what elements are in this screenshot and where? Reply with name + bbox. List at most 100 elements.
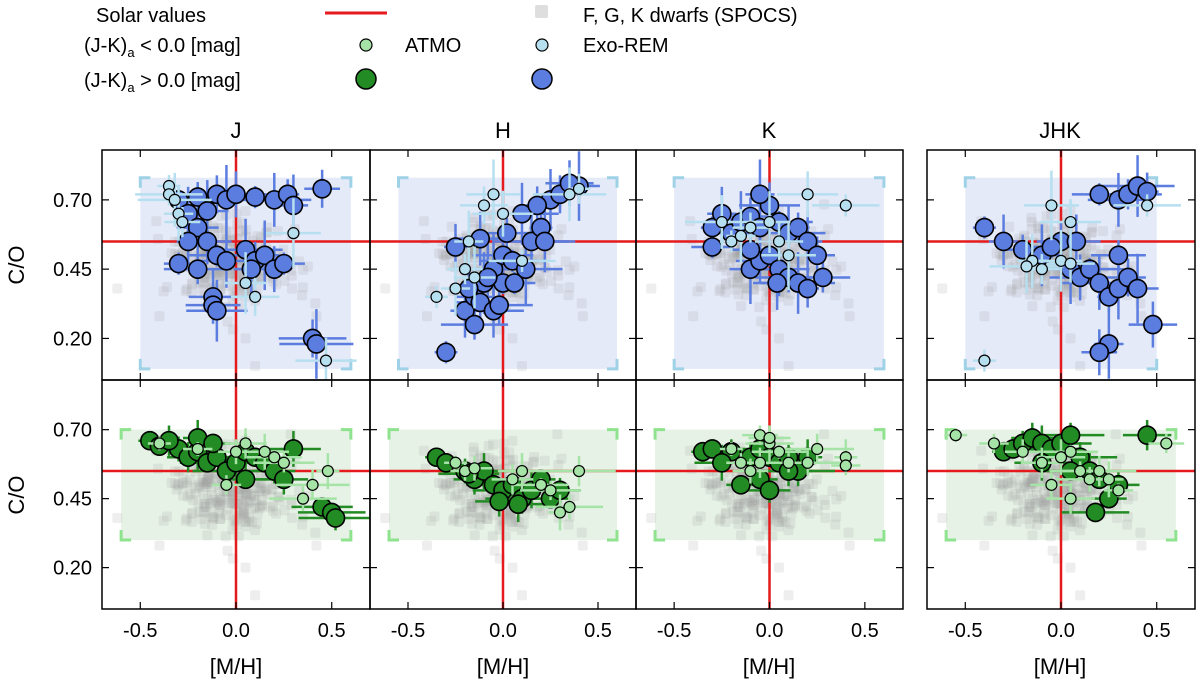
spocs-marker: [1065, 521, 1076, 532]
spocs-marker: [748, 513, 759, 524]
spocs-marker: [983, 515, 994, 526]
spocs-marker: [804, 478, 815, 489]
spocs-marker: [1003, 249, 1014, 260]
spocs-marker: [741, 494, 752, 505]
spocs-marker: [1040, 284, 1051, 295]
spocs-marker: [287, 283, 298, 294]
data-point-faint: [1064, 215, 1077, 229]
spocs-marker: [255, 232, 266, 243]
spocs-marker: [995, 478, 1006, 489]
spocs-marker: [151, 216, 162, 227]
spocs-marker: [216, 211, 227, 222]
spocs-marker: [789, 483, 800, 494]
spocs-marker: [158, 515, 169, 526]
spocs-marker: [724, 259, 735, 270]
spocs-marker: [1040, 513, 1051, 524]
spocs-marker: [1122, 519, 1133, 530]
spocs-marker: [728, 252, 739, 263]
spocs-marker: [1032, 290, 1043, 301]
region-corner-bracket: [138, 176, 151, 188]
spocs-marker: [937, 512, 948, 523]
spocs-marker: [732, 269, 743, 280]
data-point-bright: [702, 237, 723, 257]
spocs-marker: [256, 482, 267, 493]
spocs-marker: [203, 476, 214, 487]
spocs-marker: [1087, 222, 1098, 233]
spocs-marker: [244, 515, 255, 526]
spocs-marker: [207, 519, 218, 530]
legend-exorem-bright-marker: [531, 68, 553, 90]
spocs-marker: [976, 445, 987, 456]
spocs-marker: [1086, 240, 1097, 251]
spocs-marker: [811, 474, 822, 485]
data-point-faint: [839, 459, 852, 472]
spocs-marker: [736, 301, 747, 312]
panel-j-top: [102, 150, 370, 380]
spocs-marker: [1032, 519, 1043, 530]
spocs-marker: [112, 512, 123, 523]
spocs-marker: [772, 507, 783, 518]
spocs-marker: [646, 512, 657, 523]
spocs-marker: [734, 502, 745, 513]
spocs-marker: [1111, 230, 1122, 241]
spocs-marker: [154, 311, 165, 322]
spocs-marker: [508, 454, 519, 465]
spocs-marker: [831, 264, 842, 275]
spocs-marker: [1006, 284, 1017, 295]
spocs-marker: [1029, 508, 1040, 519]
spocs-marker: [452, 489, 463, 500]
spocs-marker: [718, 260, 729, 271]
spocs-marker: [511, 515, 522, 526]
data-point-bright: [197, 231, 218, 252]
spocs-marker: [1041, 211, 1052, 222]
spocs-marker: [553, 283, 564, 294]
data-point-bright: [274, 253, 294, 274]
spocs-marker: [237, 505, 248, 516]
spocs-marker: [556, 224, 567, 235]
spocs-marker: [205, 498, 216, 509]
data-point-bright: [226, 184, 246, 205]
spocs-marker: [483, 223, 494, 234]
data-point-faint: [462, 235, 475, 248]
spocs-marker: [539, 455, 550, 466]
spocs-marker: [716, 262, 727, 273]
data-point-faint: [725, 442, 738, 456]
spocs-marker: [788, 486, 799, 497]
spocs-marker: [241, 488, 252, 499]
spocs-marker: [721, 265, 732, 276]
data-point-faint: [1064, 445, 1077, 458]
spocs-marker: [250, 361, 261, 372]
data-point-faint: [1102, 473, 1115, 486]
spocs-marker: [181, 284, 192, 295]
spocs-marker: [1016, 488, 1027, 499]
spocs-marker: [1039, 486, 1050, 497]
spocs-marker: [710, 477, 721, 488]
spocs-marker: [732, 506, 743, 517]
spocs-marker: [1136, 540, 1147, 551]
data-point-bright: [216, 251, 237, 271]
spocs-marker: [1040, 493, 1051, 504]
spocs-marker: [193, 498, 204, 509]
data-point-faint: [725, 235, 738, 248]
spocs-marker: [246, 495, 257, 506]
spocs-marker: [748, 493, 759, 504]
y-tick-label: 0.45: [53, 259, 92, 281]
data-point-faint: [1045, 199, 1058, 212]
spocs-marker: [445, 478, 456, 489]
data-point-faint: [734, 456, 747, 469]
spocs-marker: [206, 512, 217, 523]
data-point-faint: [801, 188, 814, 201]
spocs-marker: [569, 261, 580, 272]
data-point-faint: [782, 249, 795, 262]
spocs-marker: [685, 445, 696, 456]
spocs-marker: [1033, 494, 1044, 505]
spocs-marker: [249, 502, 260, 513]
spocs-marker: [1023, 498, 1034, 509]
y-tick-label: 0.70: [53, 190, 92, 212]
spocs-marker: [240, 496, 251, 507]
legend: Solar values F, G, K dwarfs (SPOCS) (J-K…: [84, 5, 797, 95]
spocs-marker: [240, 333, 251, 344]
spocs-marker: [706, 480, 717, 491]
data-point-faint: [239, 437, 252, 450]
spocs-marker: [468, 502, 479, 513]
